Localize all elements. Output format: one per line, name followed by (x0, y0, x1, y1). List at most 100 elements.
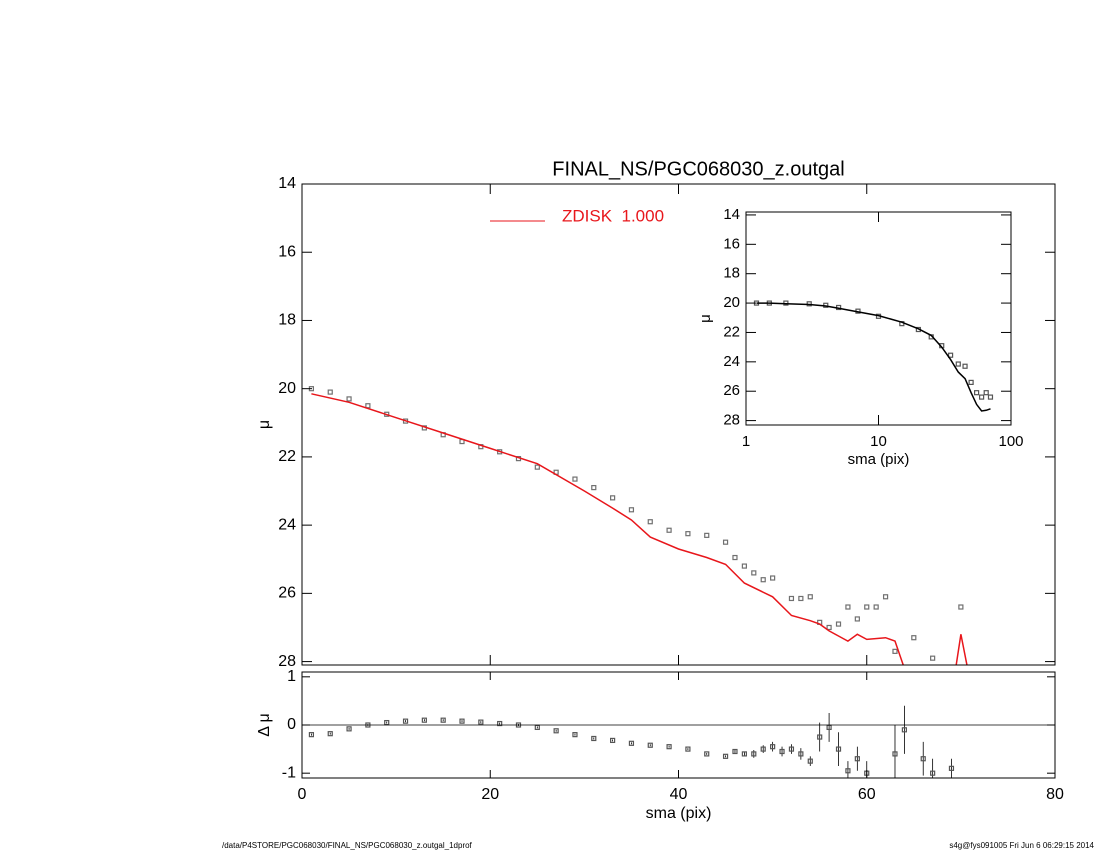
data-point (845, 604, 851, 610)
data-point (911, 635, 917, 641)
data-point (930, 770, 936, 776)
data-point (973, 390, 980, 396)
data-point (864, 604, 870, 610)
data-point (882, 594, 889, 600)
x-tick-label: 1 (742, 433, 750, 450)
data-point (704, 751, 710, 757)
data-point (685, 531, 691, 537)
data-point (384, 719, 390, 726)
data-point (647, 742, 653, 748)
data-point (553, 728, 559, 734)
data-point (440, 717, 446, 723)
data-point (534, 724, 540, 731)
data-point (591, 735, 597, 742)
x-axis-label: sma (pix) (848, 451, 910, 468)
data-point (901, 727, 908, 733)
data-point (365, 403, 371, 409)
x-tick-label: 80 (1046, 786, 1064, 803)
data-point (741, 563, 747, 569)
x-tick-label: 60 (858, 786, 876, 803)
data-point (955, 361, 961, 367)
model-line (756, 302, 991, 412)
data-point (666, 744, 672, 750)
data-point (572, 476, 578, 482)
data-point (826, 624, 832, 631)
data-point (770, 575, 776, 581)
data-point (930, 655, 936, 661)
y-tick-label: 28 (723, 412, 740, 429)
data-point (979, 394, 985, 400)
y-tick-label: 20 (723, 294, 740, 311)
data-point (327, 389, 333, 395)
data-point (770, 744, 776, 750)
data-point (779, 748, 785, 755)
y-tick-label: 14 (723, 206, 740, 223)
data-point (610, 495, 616, 501)
y-tick-label: 28 (278, 653, 296, 670)
data-point (854, 756, 860, 762)
data-point (346, 396, 352, 402)
data-point (666, 527, 672, 533)
data-point (958, 604, 964, 610)
data-point (798, 595, 804, 602)
legend-label: ZDISK 1.000 (562, 206, 664, 225)
data-point (873, 604, 879, 610)
plot-area (308, 386, 968, 665)
plot-area (308, 705, 955, 778)
y-tick-label: 26 (278, 585, 296, 602)
data-point (591, 485, 597, 491)
footer-right: s4g@fys091005 Fri Jun 6 06:29:15 2014 (949, 841, 1094, 850)
y-tick-label: 22 (278, 448, 296, 465)
data-point (308, 732, 315, 738)
data-point (647, 519, 653, 525)
data-point (478, 719, 484, 725)
data-point (835, 746, 842, 752)
data-point (817, 734, 823, 740)
data-point (572, 732, 578, 738)
data-point (835, 621, 842, 627)
y-tick-label: 22 (723, 323, 740, 340)
data-point (497, 720, 503, 727)
y-tick-label: 20 (278, 380, 296, 397)
data-point (807, 758, 813, 764)
data-point (788, 746, 795, 752)
y-tick-label: 1 (287, 668, 296, 685)
data-point (892, 648, 898, 654)
data-point (685, 746, 691, 752)
data-point (751, 751, 757, 757)
footer-left: /data/P4STORE/PGC068030/FINAL_NS/PGC0680… (222, 841, 473, 850)
y-tick-label: 26 (723, 382, 740, 399)
data-point (421, 717, 427, 723)
data-point (788, 595, 795, 602)
data-point (704, 532, 710, 538)
x-tick-label: 0 (298, 786, 307, 803)
plot-area (753, 300, 994, 412)
y-axis-label: μ (697, 314, 714, 323)
y-tick-label: -1 (282, 764, 296, 781)
data-point (751, 570, 757, 576)
data-point (459, 718, 465, 724)
data-point (760, 746, 766, 752)
chart-title: FINAL_NS/PGC068030_z.outgal (552, 158, 844, 180)
data-point (947, 352, 954, 358)
data-point (845, 768, 851, 774)
x-tick-label: 20 (481, 786, 499, 803)
y-tick-label: 18 (723, 265, 740, 282)
data-point (854, 616, 860, 622)
data-point (610, 737, 616, 744)
data-point (807, 594, 813, 600)
data-point (628, 740, 635, 746)
y-axis-label: Δ μ (256, 713, 273, 736)
data-point (983, 390, 989, 396)
data-point (722, 753, 729, 759)
x-tick-label: 40 (670, 786, 688, 803)
y-tick-label: 18 (278, 312, 296, 329)
y-axis-label: μ (256, 420, 273, 429)
data-point (962, 363, 968, 369)
x-axis-label: sma (pix) (646, 805, 712, 822)
data-point (987, 394, 994, 400)
data-point (798, 751, 804, 757)
y-tick-label: 24 (278, 516, 296, 533)
